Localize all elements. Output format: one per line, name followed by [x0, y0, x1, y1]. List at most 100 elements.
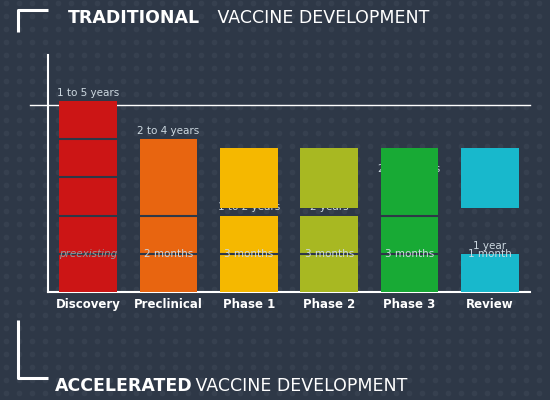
Circle shape [498, 287, 503, 292]
Circle shape [524, 157, 529, 162]
Circle shape [17, 131, 21, 136]
Circle shape [147, 196, 152, 201]
Circle shape [95, 92, 100, 97]
Circle shape [173, 339, 178, 344]
Circle shape [30, 248, 35, 253]
Circle shape [17, 40, 21, 45]
Circle shape [355, 339, 360, 344]
Circle shape [408, 313, 412, 318]
Circle shape [408, 170, 412, 175]
Circle shape [303, 27, 307, 32]
Circle shape [238, 261, 243, 266]
Circle shape [56, 157, 60, 162]
Circle shape [498, 222, 503, 227]
Circle shape [95, 391, 100, 396]
Circle shape [108, 365, 113, 370]
Circle shape [512, 1, 516, 6]
Circle shape [134, 300, 139, 305]
Circle shape [472, 235, 477, 240]
Circle shape [108, 40, 113, 45]
Circle shape [4, 326, 9, 331]
Circle shape [485, 14, 490, 19]
Circle shape [498, 326, 503, 331]
Circle shape [290, 378, 295, 383]
Circle shape [316, 274, 321, 279]
Circle shape [238, 287, 243, 292]
Circle shape [446, 196, 450, 201]
Circle shape [199, 183, 204, 188]
Circle shape [498, 235, 503, 240]
Circle shape [408, 326, 412, 331]
Circle shape [277, 144, 282, 149]
Circle shape [368, 183, 373, 188]
Circle shape [160, 313, 164, 318]
Circle shape [160, 66, 164, 71]
Circle shape [524, 53, 529, 58]
Circle shape [433, 261, 438, 266]
Circle shape [368, 118, 373, 123]
Circle shape [56, 209, 60, 214]
Circle shape [485, 131, 490, 136]
Circle shape [4, 339, 9, 344]
Circle shape [122, 105, 126, 110]
Circle shape [277, 248, 282, 253]
Circle shape [329, 131, 334, 136]
Circle shape [69, 352, 74, 357]
Circle shape [355, 222, 360, 227]
Circle shape [134, 27, 139, 32]
Circle shape [498, 92, 503, 97]
Circle shape [95, 300, 100, 305]
Circle shape [433, 248, 438, 253]
Circle shape [446, 170, 450, 175]
Circle shape [199, 66, 204, 71]
Circle shape [147, 53, 152, 58]
Circle shape [472, 53, 477, 58]
Circle shape [173, 378, 178, 383]
Circle shape [56, 1, 60, 6]
Circle shape [226, 378, 230, 383]
Circle shape [30, 170, 35, 175]
Circle shape [251, 261, 256, 266]
Circle shape [186, 339, 191, 344]
Circle shape [173, 79, 178, 84]
Circle shape [251, 352, 256, 357]
Circle shape [342, 105, 346, 110]
Circle shape [43, 144, 48, 149]
Circle shape [498, 365, 503, 370]
Circle shape [459, 157, 464, 162]
Circle shape [329, 27, 334, 32]
Circle shape [524, 339, 529, 344]
Circle shape [69, 14, 74, 19]
Circle shape [277, 157, 282, 162]
Circle shape [537, 92, 542, 97]
Circle shape [226, 1, 230, 6]
Circle shape [472, 170, 477, 175]
Circle shape [512, 222, 516, 227]
Circle shape [290, 352, 295, 357]
Circle shape [251, 378, 256, 383]
Circle shape [537, 274, 542, 279]
Circle shape [459, 40, 464, 45]
Circle shape [186, 66, 191, 71]
Circle shape [95, 365, 100, 370]
Circle shape [342, 157, 346, 162]
Circle shape [381, 53, 386, 58]
Circle shape [381, 79, 386, 84]
Circle shape [173, 274, 178, 279]
Circle shape [303, 53, 307, 58]
Circle shape [433, 326, 438, 331]
Circle shape [433, 235, 438, 240]
Circle shape [342, 274, 346, 279]
Circle shape [472, 222, 477, 227]
Circle shape [147, 1, 152, 6]
Circle shape [381, 300, 386, 305]
Circle shape [69, 131, 74, 136]
Circle shape [316, 287, 321, 292]
Circle shape [82, 300, 87, 305]
Circle shape [186, 352, 191, 357]
Circle shape [394, 209, 399, 214]
Circle shape [212, 274, 217, 279]
Circle shape [303, 339, 307, 344]
Circle shape [485, 209, 490, 214]
Circle shape [43, 118, 48, 123]
